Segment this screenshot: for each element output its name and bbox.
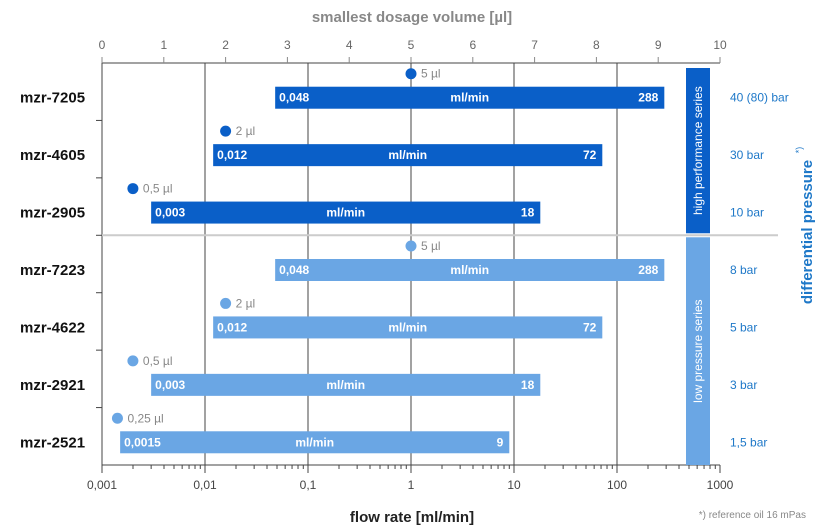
bars	[111, 68, 710, 465]
bar-unit-label: ml/min	[388, 148, 427, 162]
top-tick-label: 8	[593, 38, 600, 52]
bar-unit-label: ml/min	[388, 320, 427, 334]
flow-bar	[275, 259, 665, 281]
x-tick-label: 10	[507, 478, 521, 492]
bar-min-label: 0,012	[217, 148, 247, 162]
dose-label: 2 µl	[236, 296, 256, 310]
bar-unit-label: ml/min	[450, 263, 489, 277]
bar-min-label: 0,003	[155, 378, 185, 392]
model-label: mzr-2905	[20, 205, 85, 222]
top-tick-label: 10	[713, 38, 727, 52]
dose-point	[220, 297, 232, 309]
x-tick-label: 0,001	[87, 478, 117, 492]
model-label: mzr-4622	[20, 319, 85, 336]
flow-bar	[213, 144, 603, 167]
top-tick-label: 4	[346, 38, 353, 52]
bar-max-label: 72	[583, 148, 597, 162]
flow-bar	[151, 201, 541, 224]
pressure-label: 1,5 bar	[730, 435, 767, 449]
x-tick-label: 0,01	[193, 478, 217, 492]
model-label: mzr-7205	[20, 90, 85, 107]
pressure-label: 3 bar	[730, 378, 757, 392]
top-tick-label: 5	[408, 38, 415, 52]
bar-max-label: 9	[497, 435, 504, 449]
dose-point	[220, 125, 232, 137]
model-label: mzr-7223	[20, 262, 85, 279]
series-band	[686, 68, 710, 234]
bar-min-label: 0,048	[279, 91, 309, 105]
bar-unit-label: ml/min	[326, 378, 365, 392]
model-label: mzr-4605	[20, 147, 85, 164]
dose-point	[405, 240, 417, 252]
bar-max-label: 18	[521, 206, 535, 220]
top-tick-label: 9	[655, 38, 662, 52]
bar-unit-label: ml/min	[326, 206, 365, 220]
x-tick-label: 0,1	[300, 478, 317, 492]
x-tick-label: 1000	[707, 478, 734, 492]
dose-label: 2 µl	[236, 124, 256, 138]
top-tick-label: 3	[284, 38, 291, 52]
top-tick-label: 1	[160, 38, 167, 52]
right-axis-marker: *)	[794, 147, 804, 154]
series-band-label: high performance series	[691, 86, 705, 215]
bar-max-label: 18	[521, 378, 535, 392]
right-axis-title-group: differential pressure	[799, 160, 816, 304]
model-label: mzr-2921	[20, 377, 85, 394]
dose-point	[111, 412, 123, 424]
top-tick-label: 2	[222, 38, 229, 52]
bar-min-label: 0,012	[217, 320, 247, 334]
right-axis-title: differential pressure	[799, 160, 816, 304]
bar-unit-label: ml/min	[450, 91, 489, 105]
series-band-label: low pressure series	[691, 299, 705, 402]
dose-point	[127, 183, 139, 195]
top-axis-title: smallest dosage volume [µl]	[312, 9, 512, 26]
flow-bar	[120, 431, 510, 454]
top-tick-label: 0	[99, 38, 106, 52]
dose-label: 0,5 µl	[143, 354, 173, 368]
flow-bar	[213, 316, 603, 339]
pressure-label: 10 bar	[730, 206, 764, 220]
dose-label: 0,25 µl	[127, 411, 163, 425]
bar-min-label: 0,003	[155, 206, 185, 220]
dose-label: 5 µl	[421, 239, 441, 253]
dose-label: 0,5 µl	[143, 182, 173, 196]
bar-min-label: 0,0015	[124, 435, 161, 449]
bar-unit-label: ml/min	[295, 435, 334, 449]
dose-point	[405, 68, 417, 80]
dose-point	[127, 355, 139, 367]
top-tick-label: 7	[531, 38, 538, 52]
bar-max-label: 72	[583, 320, 597, 334]
flow-bar	[151, 373, 541, 396]
bar-max-label: 288	[638, 263, 658, 277]
labels: 0,001 0,01 0,1 1 10 100 1000 0 1 2 3 4 5 6 7 8 9 10 mzr-72…	[20, 38, 789, 492]
footnote: *) reference oil 16 mPas	[699, 510, 806, 521]
x-axis-title: flow rate [ml/min]	[350, 509, 474, 526]
series-band	[686, 237, 710, 465]
flow-bar	[275, 86, 665, 109]
bar-max-label: 288	[638, 91, 658, 105]
pressure-label: 30 bar	[730, 148, 764, 162]
top-tick-label: 6	[469, 38, 476, 52]
x-tick-label: 100	[607, 478, 627, 492]
pressure-label: 5 bar	[730, 320, 757, 334]
dose-label: 5 µl	[421, 67, 441, 81]
bar-min-label: 0,048	[279, 263, 309, 277]
x-tick-label: 1	[408, 478, 415, 492]
model-label: mzr-2521	[20, 434, 85, 451]
pressure-label: 8 bar	[730, 263, 757, 277]
pressure-label: 40 (80) bar	[730, 91, 789, 105]
right-axis-marker-group: *)	[794, 147, 804, 154]
